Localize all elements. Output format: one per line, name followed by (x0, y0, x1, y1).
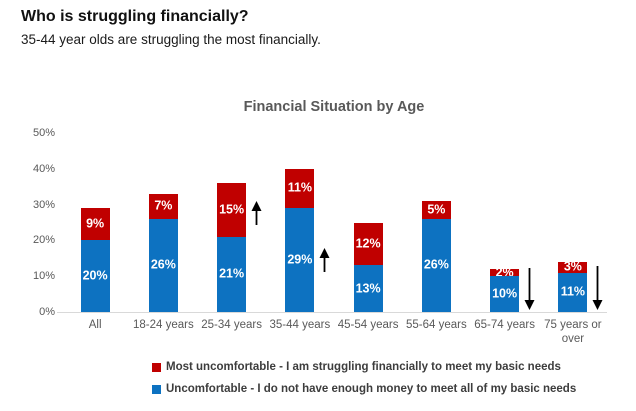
arrow-down-icon (523, 268, 536, 315)
arrow-up-icon (318, 248, 331, 277)
most-uncomfortable-data-label: 15% (219, 202, 245, 217)
uncomfortable-segment: 11% (558, 272, 588, 312)
page-title: Who is struggling financially? (21, 8, 249, 25)
most-uncomfortable-segment: 15% (217, 183, 247, 237)
uncomfortable-segment: 26% (148, 218, 178, 312)
legend-label: Most uncomfortable - I am struggling fin… (166, 361, 561, 373)
uncomfortable-segment: 20% (80, 240, 110, 312)
most-uncomfortable-data-label: 3% (563, 259, 582, 274)
most-uncomfortable-segment: 11% (285, 168, 315, 209)
uncomfortable-segment: 21% (217, 236, 247, 312)
legend-swatch-icon (152, 384, 161, 394)
most-uncomfortable-segment: 12% (353, 222, 383, 266)
stacked-bar-45-54-years: 12% 13% (353, 222, 383, 313)
stacked-bar-75-years-or-over: 3% 11% (558, 259, 588, 312)
page-subtitle: 35-44 year olds are struggling the most … (21, 32, 321, 47)
most-uncomfortable-segment: 9% (80, 208, 110, 241)
uncomfortable-data-label: 20% (82, 268, 108, 283)
uncomfortable-data-label: 26% (423, 257, 449, 272)
y-tick-label: 20% (32, 234, 55, 247)
chart-title: Financial Situation by Age (243, 99, 425, 115)
uncomfortable-segment: 26% (421, 218, 451, 312)
y-tick-label: 30% (32, 198, 55, 211)
uncomfortable-data-label: 11% (560, 284, 586, 299)
most-uncomfortable-data-label: 9% (86, 216, 105, 231)
most-uncomfortable-data-label: 5% (427, 202, 446, 217)
y-tick-label: 0% (39, 306, 55, 318)
stacked-bar-55-64-years: 5% 26% (421, 201, 451, 312)
y-tick-label: 40% (32, 162, 55, 175)
stacked-bar-18-24-years: 7% 26% (148, 193, 178, 312)
most-uncomfortable-segment: 3% (558, 259, 588, 274)
uncomfortable-segment: 10% (490, 276, 520, 312)
uncomfortable-data-label: 21% (219, 266, 245, 281)
uncomfortable-data-label: 29% (287, 252, 313, 267)
most-uncomfortable-segment: 7% (148, 193, 178, 219)
x-tick-label: All (88, 319, 102, 331)
x-tick-label: 35-44 years (269, 319, 331, 331)
x-tick-label: 25-34 years (201, 319, 262, 331)
most-uncomfortable-data-label: 11% (287, 180, 313, 195)
uncomfortable-segment: 29% (285, 208, 315, 312)
uncomfortable-data-label: 13% (355, 281, 381, 296)
legend-swatch-icon (152, 362, 161, 372)
x-tick-label: 18-24 years (133, 319, 194, 331)
x-tick-label: 75 years or over (544, 319, 602, 345)
arrow-down-icon (591, 266, 604, 315)
uncomfortable-data-label: 10% (492, 286, 518, 301)
stacked-bar-all: 9% 20% (80, 208, 110, 312)
uncomfortable-data-label: 26% (150, 257, 176, 272)
uncomfortable-segment: 13% (353, 265, 383, 312)
x-tick-label: 45-54 years (337, 319, 399, 331)
legend-item: Most uncomfortable - I am struggling fin… (152, 361, 561, 373)
legend-label: Uncomfortable - I do not have enough mon… (166, 383, 577, 395)
legend-item: Uncomfortable - I do not have enough mon… (152, 383, 576, 395)
stacked-bar-65-74-years: 2% 10% (490, 265, 520, 312)
most-uncomfortable-segment: 2% (490, 265, 520, 280)
x-tick-label: 55-64 years (406, 319, 467, 331)
most-uncomfortable-data-label: 2% (495, 265, 514, 280)
most-uncomfortable-data-label: 12% (355, 236, 381, 251)
most-uncomfortable-segment: 5% (421, 201, 451, 219)
y-tick-label: 10% (32, 270, 55, 283)
stacked-bar-25-34-years: 15% 21% (217, 183, 247, 312)
x-axis-line (57, 312, 607, 313)
x-tick-label: 65-74 years (474, 319, 535, 331)
arrow-up-icon (250, 200, 263, 230)
stacked-bar-35-44-years: 11% 29% (285, 168, 315, 312)
y-tick-label: 50% (32, 127, 55, 139)
most-uncomfortable-data-label: 7% (154, 198, 173, 213)
